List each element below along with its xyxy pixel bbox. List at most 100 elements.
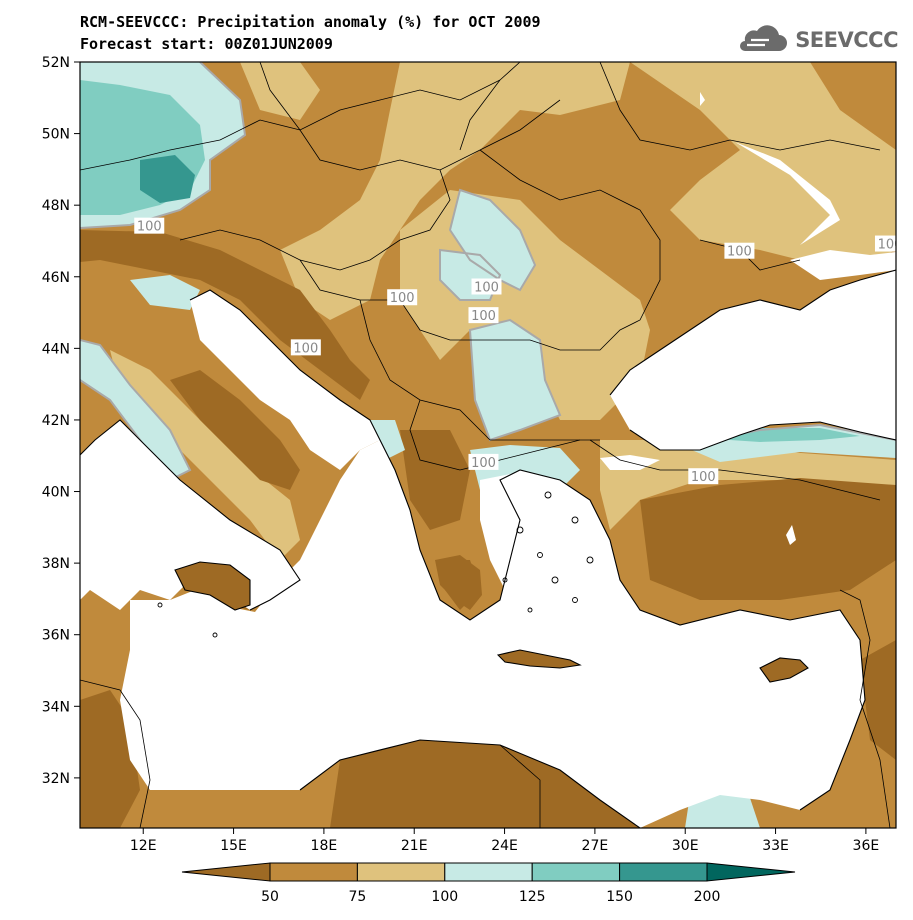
coastline (80, 419, 301, 611)
border-line (699, 239, 801, 271)
anomaly-75-100-region (240, 62, 320, 120)
contour-label-bg (471, 278, 502, 295)
lat-tick-label: 34N (42, 699, 70, 715)
contour-line (468, 318, 562, 442)
island-outline (537, 552, 543, 558)
island-outline (502, 577, 508, 583)
anomaly-below-50-region (640, 478, 896, 600)
map-frame (79, 61, 897, 829)
colorbar-segment (269, 862, 358, 882)
contour-label-bg (688, 468, 719, 485)
lat-tick-label: 52N (42, 55, 70, 71)
lon-tick-label: 33E (762, 838, 789, 854)
lon-tick-label: 15E (220, 838, 247, 854)
island-outline (586, 556, 594, 564)
border-line (499, 744, 541, 828)
contour-label-bg (290, 339, 321, 356)
latitude-axis: 52N 50N 48N 46N 44N 42N 40N 38N 36N 34N 32N (42, 55, 80, 787)
colorbar-high-arrow (706, 862, 796, 882)
lon-tick-label: 12E (130, 838, 157, 854)
anomaly-100-125-region (450, 190, 535, 290)
lat-tick-label: 48N (42, 198, 70, 214)
adriatic-sea (190, 290, 380, 470)
lon-tick-label: 36E (853, 838, 880, 854)
coastline (629, 421, 896, 451)
lon-tick-label: 21E (401, 838, 428, 854)
lat-tick-label: 36N (42, 628, 70, 644)
data-gap-streak (700, 92, 705, 106)
contour-100-lines (80, 62, 896, 482)
seevccc-logo: SEEVCCC (735, 25, 898, 55)
cloud-icon (740, 25, 788, 51)
contour-label-bg (724, 242, 755, 259)
anomaly-100-125-region (80, 340, 190, 480)
anomaly-below-50-region (860, 640, 896, 760)
island-outline (516, 526, 524, 534)
tyrrhenian-sea (80, 470, 280, 575)
colorbar: 50 75 100 125 150 200 (181, 862, 796, 905)
coastline (759, 657, 809, 683)
anomaly-75-100-region (280, 62, 630, 320)
aegean-islands (157, 491, 594, 638)
contour-label-bg (387, 289, 418, 306)
colorbar-level-label: 150 (606, 889, 633, 905)
coastline (496, 649, 582, 669)
contour-label: 100 (474, 281, 499, 296)
coastline (174, 561, 251, 611)
sea-of-azov (790, 250, 896, 280)
colorbar-segment (531, 862, 621, 882)
anomaly-150-200-region (140, 155, 195, 203)
island-outline (544, 491, 552, 499)
lat-tick-label: 42N (42, 413, 70, 429)
anomaly-100-125-region (470, 320, 560, 440)
contour-label-bg (874, 235, 896, 252)
island-outline (571, 516, 579, 524)
anomaly-below-50-region (330, 740, 640, 828)
contour-label-bg (468, 453, 499, 470)
island-outline (212, 632, 218, 638)
lat-tick-label: 38N (42, 556, 70, 572)
forecast-start-label: Forecast start: 00Z01JUN2009 (80, 35, 333, 53)
map-field: 100 100 100 100 100 100 100 100 100 (80, 62, 896, 828)
contour-label: 100 (471, 456, 496, 471)
border-line (459, 62, 521, 151)
colorbar-low-arrow (181, 862, 271, 882)
colorbar-level-label: 100 (431, 889, 458, 905)
mediterranean-sea (120, 440, 865, 828)
border-line (409, 399, 581, 471)
data-gap-streak (786, 525, 796, 545)
border-line (599, 62, 881, 151)
island-outline (527, 607, 533, 613)
border-line (479, 149, 661, 351)
black-sea (610, 270, 896, 450)
anomaly-below-50-region (170, 370, 300, 490)
lon-tick-label: 18E (311, 838, 338, 854)
lat-tick-label: 32N (42, 771, 70, 787)
contour-line (80, 339, 192, 482)
border-line (80, 679, 151, 828)
coastline (609, 269, 896, 396)
contour-line (439, 248, 502, 301)
anomaly-75-100-region (110, 350, 300, 560)
anomaly-100-125-region (370, 420, 405, 460)
anomaly-below-50-region (80, 230, 370, 400)
colorbar-segment (444, 862, 533, 882)
contour-label: 100 (691, 470, 716, 485)
island-outline (157, 602, 163, 608)
cyprus-island (760, 658, 808, 682)
colorbar-segment (619, 862, 708, 882)
logo-text: SEEVCCC (795, 28, 898, 52)
island-outline (572, 597, 578, 603)
coastline (299, 739, 641, 828)
contour-label: 100 (390, 291, 415, 306)
colorbar-level-label: 50 (261, 889, 279, 905)
contour-label: 100 (137, 220, 162, 235)
contour-label-bg (468, 307, 499, 324)
sea-areas (80, 250, 896, 828)
coastline (189, 289, 866, 811)
anomaly-100-125-region (130, 275, 200, 310)
contour-label-bg (134, 217, 165, 234)
lat-tick-label: 44N (42, 341, 70, 357)
contour-labels: 100 100 100 100 100 100 100 100 100 (134, 217, 896, 485)
